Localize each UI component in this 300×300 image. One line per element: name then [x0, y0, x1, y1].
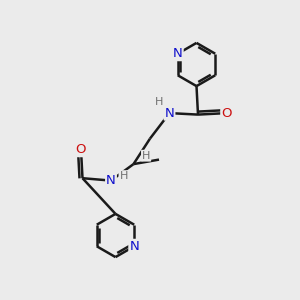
- Text: H: H: [142, 151, 150, 161]
- Text: N: N: [173, 47, 183, 60]
- Text: N: N: [129, 240, 139, 253]
- Text: O: O: [221, 106, 232, 120]
- Text: O: O: [76, 143, 86, 156]
- Text: H: H: [155, 97, 163, 107]
- Text: N: N: [165, 106, 174, 120]
- Text: H: H: [119, 171, 128, 181]
- Text: N: N: [106, 174, 116, 187]
